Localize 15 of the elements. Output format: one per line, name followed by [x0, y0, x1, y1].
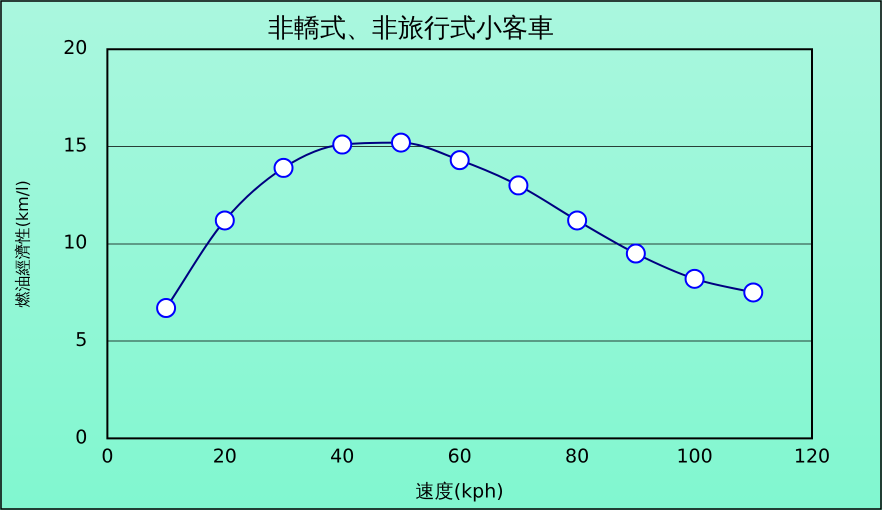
x-tick-label: 0 — [101, 446, 114, 468]
x-tick-label: 60 — [448, 446, 472, 468]
x-tick-label: 20 — [212, 446, 237, 468]
y-tick-label: 15 — [63, 134, 88, 156]
y-tick-label: 5 — [75, 329, 88, 352]
x-tick-label: 120 — [794, 446, 830, 468]
x-tick-label: 40 — [330, 446, 354, 468]
y-tick-label: 20 — [63, 37, 88, 60]
x-axis-title: 速度(kph) — [416, 480, 504, 503]
chart-title: 非轎式、非旅行式小客車 — [268, 13, 554, 44]
y-tick-label: 0 — [75, 426, 88, 448]
x-tick-label: 80 — [565, 446, 590, 468]
x-tick-label: 100 — [676, 446, 713, 468]
y-axis-title: 燃油經濟性(km/l) — [12, 180, 32, 308]
y-tick-label: 10 — [63, 232, 88, 254]
